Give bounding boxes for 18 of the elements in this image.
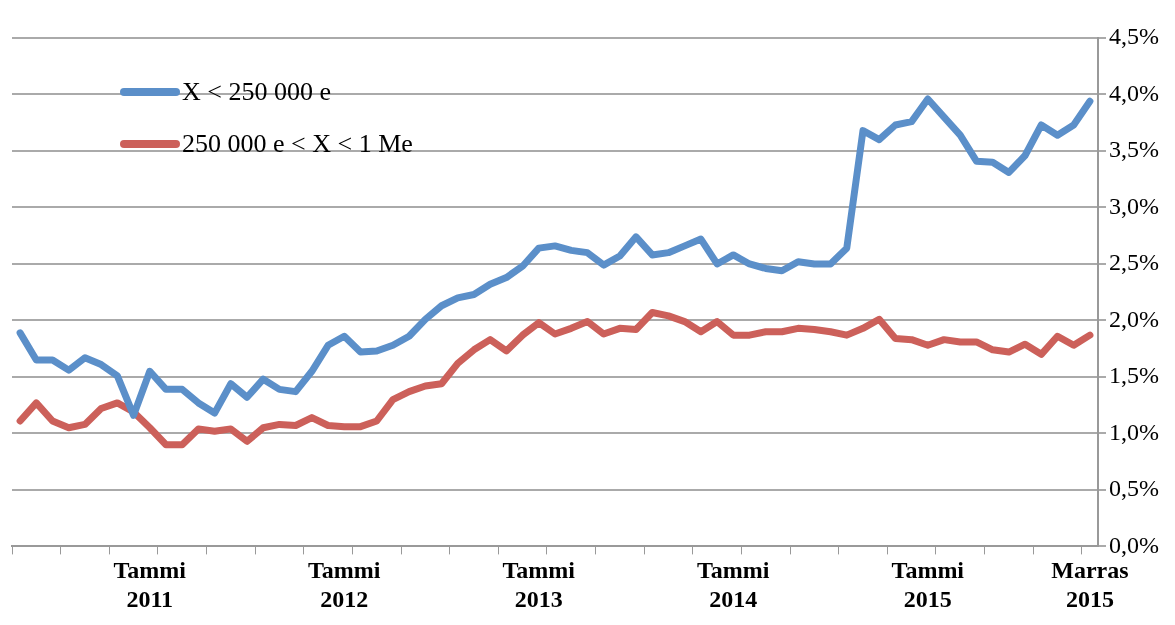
y-tick-label: 0,0% [1109, 531, 1160, 558]
legend-label: 250 000 e < X < 1 Me [182, 129, 413, 159]
y-tick-label: 3,0% [1109, 192, 1160, 219]
y-tick-label: 2,5% [1109, 249, 1160, 276]
y-tick-label: 1,5% [1109, 362, 1160, 389]
y-tick-label: 0,5% [1109, 475, 1160, 502]
x-tick-label: Marras 2015 [1051, 557, 1129, 612]
legend-label: X < 250 000 e [182, 77, 331, 107]
x-tick-label: Tammi 2015 [891, 557, 965, 612]
y-tick-label: 4,0% [1109, 79, 1160, 106]
x-tick-label: Tammi 2013 [502, 557, 576, 612]
y-tick-label: 4,5% [1109, 23, 1160, 50]
y-tick-label: 2,0% [1109, 305, 1160, 332]
x-tick-label: Tammi 2011 [113, 557, 187, 612]
y-tick-label: 3,5% [1109, 136, 1160, 163]
x-tick-label: Tammi 2012 [308, 557, 381, 612]
y-tick-label: 1,0% [1109, 418, 1160, 445]
x-tick-label: Tammi 2014 [697, 557, 770, 612]
